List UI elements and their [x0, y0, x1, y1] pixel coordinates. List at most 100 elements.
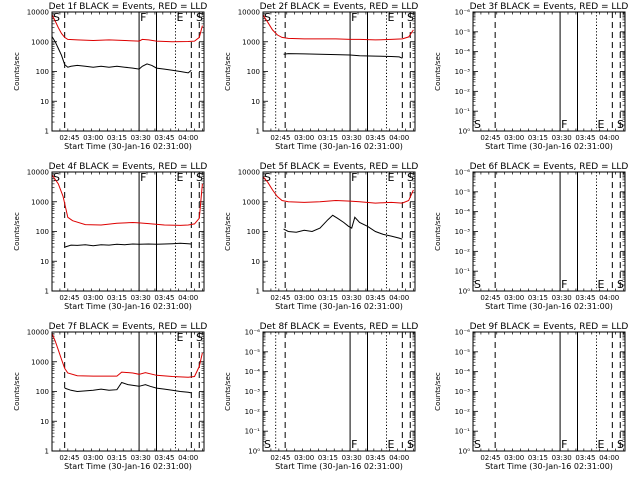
- y-tick-label: 100: [247, 68, 260, 76]
- x-tick-label: 03:00: [294, 454, 314, 462]
- x-axis-label: Start Time (30-Jan-16 02:31:00): [64, 462, 192, 471]
- x-tick-label: 03:15: [528, 134, 548, 142]
- y-tick-label: 10⁻¹: [455, 108, 471, 116]
- y-tick-label: 10⁻²: [455, 408, 471, 416]
- plot-frame: [262, 171, 416, 292]
- x-tick-label: 03:30: [131, 134, 151, 142]
- y-tick-label: 1000: [31, 38, 49, 46]
- x-tick-label: 03:30: [552, 294, 572, 302]
- marker-label: S: [617, 278, 624, 291]
- y-tick-label: 10⁻⁵: [245, 348, 261, 356]
- x-tick-label: 04:00: [178, 294, 198, 302]
- y-tick-label: 10⁻⁵: [455, 28, 471, 36]
- y-tick-label: 10⁻⁶: [245, 329, 261, 337]
- x-tick-label: 03:00: [294, 294, 314, 302]
- events-series-line: [52, 36, 192, 74]
- x-tick-label: 02:45: [270, 134, 290, 142]
- marker-label: S: [474, 118, 481, 131]
- y-tick-label: 10⁻⁴: [455, 48, 471, 56]
- y-tick-label: 10⁻²: [455, 248, 471, 256]
- events-series-line: [64, 381, 192, 394]
- events-series-line: [283, 214, 403, 240]
- panel-title: Det 5f BLACK = Events, RED = LLD: [260, 162, 419, 172]
- x-tick-label: 03:30: [342, 454, 362, 462]
- y-tick-label: 10⁻⁵: [455, 348, 471, 356]
- y-tick-label: 10⁰: [458, 288, 470, 296]
- y-axis-label: Counts/sec: [434, 52, 442, 91]
- marker-label: S: [474, 438, 481, 451]
- x-tick-label: 03:15: [318, 294, 338, 302]
- detector-panel: Det 7f BLACK = Events, RED = LLD 1 10 100 10…: [13, 322, 207, 471]
- marker-label: S: [474, 278, 481, 291]
- x-tick-label: 02:45: [59, 294, 79, 302]
- x-tick-label: 03:45: [365, 454, 385, 462]
- y-tick-label: 10: [251, 98, 260, 106]
- x-tick-label: 03:45: [575, 454, 595, 462]
- detector-panel: Det 3f BLACK = Events, RED = LLD 10⁰ 10⁻¹ 1…: [434, 2, 628, 151]
- y-tick-label: 10: [40, 418, 49, 426]
- panel-title: Det 2f BLACK = Events, RED = LLD: [260, 2, 419, 12]
- lld-series-line: [263, 14, 414, 41]
- y-axis-label: Counts/sec: [224, 52, 232, 91]
- y-tick-label: 10000: [238, 9, 260, 17]
- x-tick-label: 03:45: [154, 134, 174, 142]
- y-axis-label: Counts/sec: [224, 212, 232, 251]
- y-tick-label: 10⁻¹: [455, 268, 471, 276]
- marker-label: F: [351, 171, 357, 184]
- detector-panel: Det 9f BLACK = Events, RED = LLD 10⁰ 10⁻¹ 1…: [434, 322, 628, 471]
- y-tick-label: 10⁻¹: [455, 428, 471, 436]
- y-tick-label: 10⁻¹: [245, 428, 261, 436]
- y-tick-label: 10⁰: [458, 448, 470, 456]
- x-tick-label: 04:00: [389, 454, 409, 462]
- x-tick-label: 03:00: [504, 454, 524, 462]
- x-tick-label: 03:45: [365, 134, 385, 142]
- y-tick-label: 10⁻⁶: [455, 329, 471, 337]
- panel-title: Det 6f BLACK = Events, RED = LLD: [470, 162, 629, 172]
- panel-title: Det 4f BLACK = Events, RED = LLD: [49, 162, 208, 172]
- y-axis-label: Counts/sec: [434, 212, 442, 251]
- x-axis-label: Start Time (30-Jan-16 02:31:00): [485, 142, 613, 151]
- detector-panel: Det 6f BLACK = Events, RED = LLD 10⁰ 10⁻¹ 1…: [434, 162, 628, 311]
- x-tick-label: 03:30: [342, 134, 362, 142]
- marker-label: S: [53, 11, 60, 24]
- x-tick-label: 03:30: [552, 454, 572, 462]
- marker-label: S: [407, 11, 414, 24]
- x-tick-label: 03:30: [342, 294, 362, 302]
- marker-label: F: [561, 118, 567, 131]
- y-tick-label: 10⁻³: [455, 228, 471, 236]
- x-tick-label: 03:15: [318, 454, 338, 462]
- panel-title: Det 7f BLACK = Events, RED = LLD: [49, 322, 208, 332]
- y-tick-label: 100: [36, 68, 49, 76]
- panel-title: Det 1f BLACK = Events, RED = LLD: [49, 2, 208, 12]
- marker-label: E: [388, 171, 395, 184]
- panel-title: Det 9f BLACK = Events, RED = LLD: [470, 322, 629, 332]
- x-axis-label: Start Time (30-Jan-16 02:31:00): [275, 142, 403, 151]
- y-tick-label: 1000: [31, 198, 49, 206]
- y-tick-label: 10⁻⁴: [455, 208, 471, 216]
- x-tick-label: 03:45: [575, 134, 595, 142]
- marker-label: F: [140, 11, 146, 24]
- x-axis-label: Start Time (30-Jan-16 02:31:00): [275, 302, 403, 311]
- detector-panel: Det 1f BLACK = Events, RED = LLD 1 10 100 10…: [13, 2, 207, 151]
- lld-series-line: [263, 176, 414, 204]
- marker-label: F: [351, 11, 357, 24]
- marker-label: S: [196, 11, 203, 24]
- x-tick-label: 04:00: [599, 134, 619, 142]
- x-tick-label: 03:30: [552, 134, 572, 142]
- y-axis-label: Counts/sec: [13, 52, 21, 91]
- marker-label: E: [177, 171, 184, 184]
- x-tick-label: 03:00: [504, 134, 524, 142]
- marker-label: S: [617, 438, 624, 451]
- y-tick-label: 10: [251, 258, 260, 266]
- x-tick-label: 03:45: [575, 294, 595, 302]
- plot-frame: [51, 171, 205, 292]
- x-tick-label: 03:30: [131, 454, 151, 462]
- y-tick-label: 10⁰: [458, 128, 470, 136]
- plot-frame: [472, 11, 626, 132]
- x-tick-label: 03:45: [154, 454, 174, 462]
- x-tick-label: 03:00: [504, 294, 524, 302]
- x-tick-label: 03:30: [131, 294, 151, 302]
- lld-series-line: [52, 14, 203, 43]
- y-tick-label: 1000: [31, 358, 49, 366]
